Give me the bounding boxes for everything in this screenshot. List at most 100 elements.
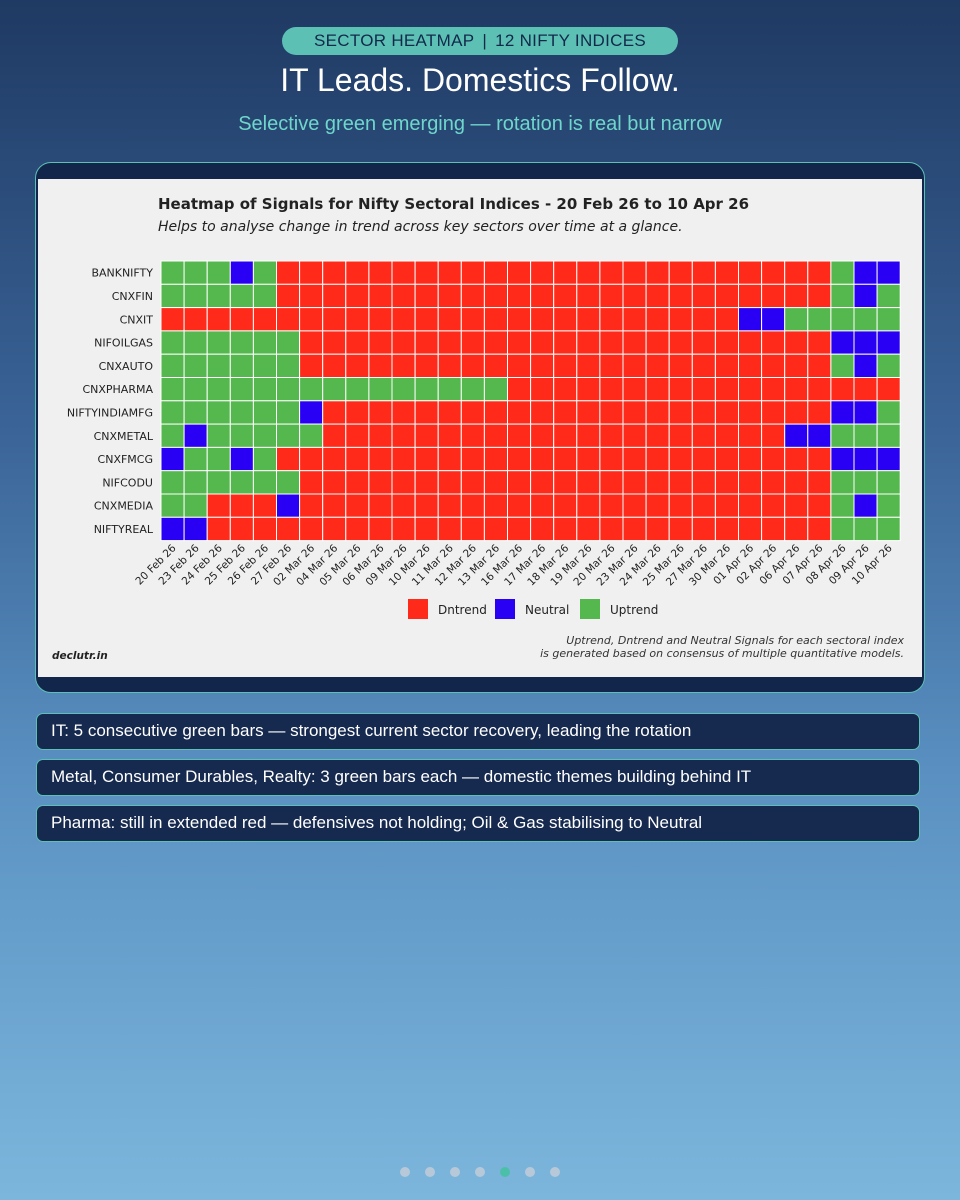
heatmap-cell-cnxauto-16 bbox=[530, 353, 555, 378]
heatmap-cell-nifcodu-3 bbox=[229, 470, 254, 495]
heatmap-cell-niftyindiamfg-0 bbox=[160, 400, 185, 425]
heatmap-cell-cnxmedia-26 bbox=[761, 493, 786, 518]
heatmap-cell-cnxpharma-4 bbox=[252, 377, 277, 402]
heatmap-cell-niftyreal-11 bbox=[414, 516, 439, 542]
heatmap-cell-niftyreal-2 bbox=[206, 516, 231, 542]
heatmap-cell-nifcodu-0 bbox=[160, 470, 185, 495]
heatmap-cell-cnxfmcg-2 bbox=[206, 446, 231, 472]
heatmap-cell-cnxmetal-12 bbox=[437, 423, 462, 448]
pager-dot[interactable] bbox=[450, 1167, 460, 1177]
heatmap-cell-niftyindiamfg-17 bbox=[553, 400, 578, 425]
heatmap-cell-banknifty-4 bbox=[252, 260, 277, 285]
heatmap-cell-cnxfmcg-16 bbox=[530, 446, 555, 472]
heatmap-cell-nifcodu-12 bbox=[437, 470, 462, 495]
heatmap-cell-nifcodu-21 bbox=[645, 470, 670, 495]
pager-dot[interactable] bbox=[550, 1167, 560, 1177]
heatmap-cell-cnxit-21 bbox=[645, 307, 670, 332]
heatmap-cell-nifcodu-8 bbox=[345, 470, 370, 495]
heatmap-cell-cnxauto-25 bbox=[738, 353, 763, 378]
heatmap-cell-cnxmedia-13 bbox=[460, 493, 485, 518]
heatmap-cell-banknifty-11 bbox=[414, 260, 439, 285]
heatmap-cell-cnxmetal-14 bbox=[483, 423, 508, 448]
heatmap-cell-cnxmetal-9 bbox=[368, 423, 393, 448]
heatmap-cell-niftyreal-9 bbox=[368, 516, 393, 542]
pager-dot[interactable] bbox=[475, 1167, 485, 1177]
heatmap-cell-cnxpharma-16 bbox=[530, 377, 555, 402]
heatmap-cell-cnxfin-24 bbox=[714, 283, 740, 309]
heatmap-cell-cnxfmcg-21 bbox=[645, 446, 670, 472]
heatmap-cell-cnxfmcg-13 bbox=[460, 446, 485, 472]
heatmap-cell-banknifty-22 bbox=[668, 260, 693, 285]
heatmap-cell-niftyreal-24 bbox=[714, 516, 740, 542]
heatmap-cell-cnxauto-6 bbox=[299, 353, 324, 378]
heatmap-cell-nifcodu-26 bbox=[761, 470, 786, 495]
heatmap-cell-banknifty-3 bbox=[229, 260, 254, 285]
heatmap-cell-nifcodu-19 bbox=[599, 470, 624, 495]
heatmap-cell-cnxmedia-0 bbox=[160, 493, 185, 518]
heatmap-cell-cnxfin-10 bbox=[391, 283, 416, 309]
heatmap-cell-cnxfin-29 bbox=[830, 283, 855, 309]
heatmap-cell-banknifty-12 bbox=[437, 260, 462, 285]
heatmap-cell-cnxmetal-28 bbox=[807, 423, 832, 448]
heatmap-chart: Heatmap of Signals for Nifty Sectoral In… bbox=[52, 195, 904, 662]
section-tag-left: SECTOR HEATMAP bbox=[313, 31, 475, 50]
heatmap-cell-cnxfin-2 bbox=[206, 283, 231, 309]
heatmap-cell-cnxfmcg-19 bbox=[599, 446, 624, 472]
heatmap-cell-cnxfin-7 bbox=[322, 283, 347, 309]
heatmap-cell-cnxfmcg-31 bbox=[876, 446, 901, 472]
heatmap-cell-nifoilgas-20 bbox=[622, 330, 647, 355]
heatmap-cell-cnxfin-21 bbox=[645, 283, 670, 309]
heatmap-cell-niftyreal-7 bbox=[322, 516, 347, 542]
heatmap-cell-cnxauto-27 bbox=[784, 353, 809, 378]
heatmap-cell-banknifty-5 bbox=[276, 260, 301, 285]
heatmap-cell-cnxpharma-20 bbox=[622, 377, 647, 402]
heatmap-cell-cnxpharma-11 bbox=[414, 377, 439, 402]
heatmap-cell-cnxpharma-14 bbox=[483, 377, 508, 402]
heatmap-cell-niftyreal-29 bbox=[830, 516, 855, 542]
heatmap-cell-nifcodu-4 bbox=[252, 470, 277, 495]
heatmap-cell-niftyindiamfg-29 bbox=[830, 400, 855, 425]
heatmap-cell-niftyindiamfg-11 bbox=[414, 400, 439, 425]
heatmap-cell-niftyindiamfg-20 bbox=[622, 400, 647, 425]
heatmap-cell-cnxfin-22 bbox=[668, 283, 693, 309]
page-subtitle: Selective green emerging — rotation is r… bbox=[238, 113, 722, 135]
heatmap-cell-cnxit-18 bbox=[576, 307, 601, 332]
heatmap-cell-banknifty-2 bbox=[206, 260, 231, 285]
heatmap-cell-niftyreal-21 bbox=[645, 516, 670, 542]
heatmap-cell-niftyindiamfg-19 bbox=[599, 400, 624, 425]
pager-dot[interactable] bbox=[500, 1167, 510, 1177]
heatmap-cell-cnxfin-13 bbox=[460, 283, 485, 309]
heatmap-cell-cnxauto-9 bbox=[368, 353, 393, 378]
heatmap-cell-cnxmetal-26 bbox=[761, 423, 786, 448]
heatmap-cell-cnxit-22 bbox=[668, 307, 693, 332]
heatmap-cell-cnxpharma-22 bbox=[668, 377, 693, 402]
heatmap-cell-banknifty-20 bbox=[622, 260, 647, 285]
heatmap-cell-cnxfin-9 bbox=[368, 283, 393, 309]
heatmap-cell-nifoilgas-21 bbox=[645, 330, 670, 355]
heatmap-cell-banknifty-6 bbox=[299, 260, 324, 285]
heatmap-cell-cnxmetal-20 bbox=[622, 423, 647, 448]
heatmap-cell-banknifty-10 bbox=[391, 260, 416, 285]
heatmap-cell-cnxmedia-9 bbox=[368, 493, 393, 518]
heatmap-cell-cnxpharma-25 bbox=[738, 377, 763, 402]
heatmap-cell-cnxfmcg-28 bbox=[807, 446, 832, 472]
heatmap-cell-nifoilgas-6 bbox=[299, 330, 324, 355]
heatmap-cell-cnxpharma-9 bbox=[368, 377, 393, 402]
heatmap-cell-cnxauto-21 bbox=[645, 353, 670, 378]
pager-dot[interactable] bbox=[425, 1167, 435, 1177]
pager-dot[interactable] bbox=[525, 1167, 535, 1177]
heatmap-cell-cnxauto-12 bbox=[437, 353, 462, 378]
heatmap-cell-banknifty-8 bbox=[345, 260, 370, 285]
heatmap-cell-cnxit-15 bbox=[507, 307, 532, 332]
heatmap-cell-cnxmedia-20 bbox=[622, 493, 647, 518]
heatmap-cell-cnxpharma-3 bbox=[229, 377, 254, 402]
heatmap-cell-cnxfmcg-24 bbox=[714, 446, 740, 472]
heatmap-cell-niftyreal-4 bbox=[252, 516, 277, 542]
heatmap-cell-niftyreal-6 bbox=[299, 516, 324, 542]
heatmap-cell-nifoilgas-0 bbox=[160, 330, 185, 355]
heatmap-cell-niftyreal-23 bbox=[691, 516, 716, 542]
heatmap-cell-cnxfin-1 bbox=[183, 283, 208, 309]
heatmap-cell-cnxfmcg-9 bbox=[368, 446, 393, 472]
heatmap-cell-cnxmedia-25 bbox=[738, 493, 763, 518]
pager-dot[interactable] bbox=[400, 1167, 410, 1177]
